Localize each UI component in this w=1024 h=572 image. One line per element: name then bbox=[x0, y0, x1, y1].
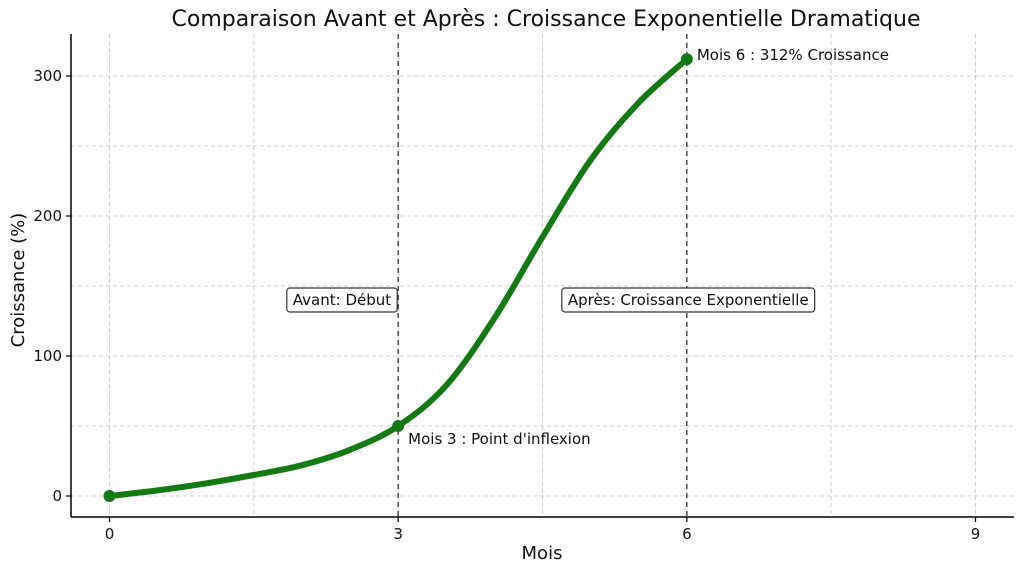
y-tick-label: 200 bbox=[33, 207, 62, 225]
data-point-marker bbox=[103, 490, 116, 502]
annotation-box-text: Après: Croissance Exponentielle bbox=[568, 291, 809, 309]
point-annotation: Mois 3 : Point d'inflexion bbox=[408, 430, 590, 448]
y-tick-label: 100 bbox=[33, 347, 62, 365]
annotation-box-text: Avant: Début bbox=[293, 291, 391, 309]
y-tick-label: 0 bbox=[52, 487, 62, 505]
x-tick-label: 9 bbox=[971, 525, 981, 543]
y-axis-label: Croissance (%) bbox=[8, 213, 29, 348]
y-tick-label: 300 bbox=[33, 67, 62, 85]
x-tick-label: 6 bbox=[682, 525, 692, 543]
point-annotation: Mois 6 : 312% Croissance bbox=[697, 46, 889, 64]
grid bbox=[71, 34, 1014, 517]
annotation-box: Avant: Début bbox=[286, 287, 398, 313]
annotation-box-frame bbox=[561, 287, 816, 313]
x-axis-label: Mois bbox=[522, 543, 563, 564]
annotation-box: Après: Croissance Exponentielle bbox=[561, 287, 816, 313]
chart-title: Comparaison Avant et Après : Croissance … bbox=[172, 7, 921, 32]
axes bbox=[70, 34, 1014, 518]
growth-line bbox=[106, 56, 690, 499]
data-point-marker bbox=[392, 420, 405, 432]
annotations: Mois 3 : Point d'inflexion Mois 6 : 312% … bbox=[286, 46, 889, 448]
x-tick-label: 0 bbox=[105, 525, 115, 543]
ticks: 0 3 6 9 0 100 200 300 bbox=[33, 67, 980, 543]
x-tick-label: 3 bbox=[393, 525, 403, 543]
series bbox=[103, 53, 693, 502]
data-point-marker bbox=[680, 53, 693, 66]
annotation-box-frame bbox=[286, 287, 398, 313]
